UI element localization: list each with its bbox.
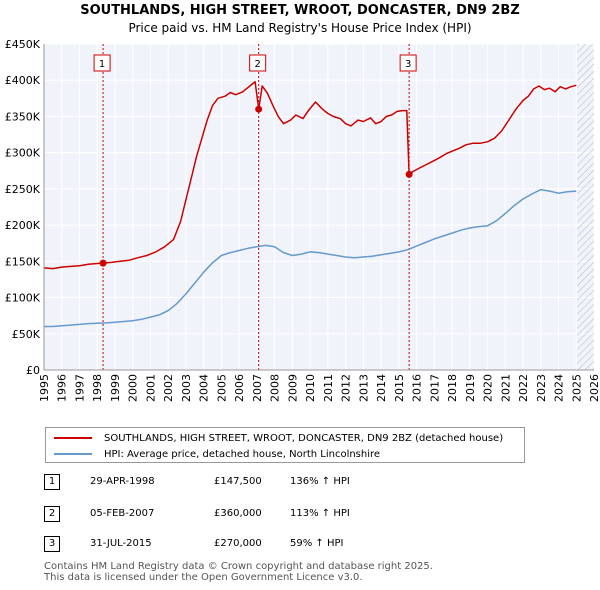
legend-label-property: SOUTHLANDS, HIGH STREET, WROOT, DONCASTE… xyxy=(104,432,504,444)
sale-point xyxy=(255,105,263,113)
sale-price: £147,500 xyxy=(214,476,262,487)
y-tick-label: £150K xyxy=(5,255,41,268)
sale-row: 2 05-FEB-2007 £360,000 113% ↑ HPI xyxy=(44,506,564,524)
legend-swatch-hpi xyxy=(54,453,92,455)
x-tick-label: 2018 xyxy=(446,374,459,402)
legend-label-hpi: HPI: Average price, detached house, Nort… xyxy=(104,448,381,460)
x-tick-label: 2000 xyxy=(127,374,140,402)
legend: SOUTHLANDS, HIGH STREET, WROOT, DONCASTE… xyxy=(45,427,525,463)
x-tick-label: 2026 xyxy=(588,374,600,402)
hpi-series-line xyxy=(44,188,577,328)
footer-copyright: Contains HM Land Registry data © Crown c… xyxy=(44,561,433,572)
sale-marker-box xyxy=(93,54,111,72)
x-tick-label: 2001 xyxy=(144,374,157,402)
x-tick-label: 2010 xyxy=(304,374,317,402)
x-tick-label: 1995 xyxy=(38,374,51,402)
sale-hpi-change: 136% ↑ HPI xyxy=(290,476,350,487)
legend-item-hpi: HPI: Average price, detached house, Nort… xyxy=(54,446,380,462)
sale-price: £360,000 xyxy=(214,508,262,519)
sale-date: 31-JUL-2015 xyxy=(90,538,152,549)
y-tick-label: £300K xyxy=(5,147,41,160)
x-tick-label: 2012 xyxy=(340,374,353,402)
sale-marker-label: 1 xyxy=(99,59,105,70)
price-chart: 1 2 3 1995 1996 1997 1998 1999 2000 2001 2002 2003… xyxy=(5,38,600,402)
x-tick-label: 2002 xyxy=(162,374,175,402)
sale-number-badge: 3 xyxy=(44,536,60,552)
x-tick-label: 2009 xyxy=(286,374,299,402)
x-tick-label: 2024 xyxy=(553,374,566,402)
x-tick-label: 2008 xyxy=(269,374,282,402)
x-tick-label: 2013 xyxy=(357,374,370,402)
y-tick-label: £400K xyxy=(5,74,41,87)
x-tick-label: 1998 xyxy=(91,374,104,402)
sale-point xyxy=(405,170,413,178)
sale-marker-box xyxy=(399,54,417,72)
y-tick-label: £100K xyxy=(5,292,41,305)
x-tick-label: 2017 xyxy=(428,374,441,402)
x-tick-label: 2021 xyxy=(499,374,512,402)
sale-price: £270,000 xyxy=(214,538,262,549)
x-tick-label: 2003 xyxy=(180,374,193,402)
sale-number-badge: 2 xyxy=(44,506,60,522)
sale-row: 3 31-JUL-2015 £270,000 59% ↑ HPI xyxy=(44,536,564,554)
sale-date: 29-APR-1998 xyxy=(90,476,155,487)
footer: Contains HM Land Registry data © Crown c… xyxy=(44,561,433,583)
x-tick-label: 2006 xyxy=(233,374,246,402)
footer-licence: This data is licensed under the Open Gov… xyxy=(44,572,363,583)
x-tick-label: 1999 xyxy=(109,374,122,402)
y-tick-label: £0 xyxy=(26,364,40,377)
plot-area xyxy=(44,44,594,370)
x-tick-label: 2007 xyxy=(251,374,264,402)
y-tick-label: £200K xyxy=(5,219,41,232)
y-tick-label: £350K xyxy=(5,110,41,123)
sale-marker-box xyxy=(249,54,267,72)
x-tick-label: 2025 xyxy=(570,374,583,402)
x-tick-label: 2014 xyxy=(375,374,388,402)
sale-marker-label: 3 xyxy=(405,59,411,70)
sale-point xyxy=(99,259,107,267)
sale-hpi-change: 59% ↑ HPI xyxy=(290,538,344,549)
x-tick-label: 1996 xyxy=(56,374,69,402)
sale-date: 05-FEB-2007 xyxy=(90,508,155,519)
x-tick-label: 2022 xyxy=(517,374,530,402)
x-tick-label: 2020 xyxy=(482,374,495,402)
sale-number-badge: 1 xyxy=(44,474,60,490)
x-tick-label: 2016 xyxy=(411,374,424,402)
x-tick-label: 2005 xyxy=(215,374,228,402)
x-tick-label: 2004 xyxy=(198,374,211,402)
sale-row: 1 29-APR-1998 £147,500 136% ↑ HPI xyxy=(44,474,564,492)
x-tick-label: 2011 xyxy=(322,374,335,402)
future-hatch-region xyxy=(577,44,594,370)
legend-item-property: SOUTHLANDS, HIGH STREET, WROOT, DONCASTE… xyxy=(54,430,503,446)
x-tick-label: 2015 xyxy=(393,374,406,402)
sale-hpi-change: 113% ↑ HPI xyxy=(290,508,350,519)
y-tick-label: £250K xyxy=(5,183,41,196)
x-tick-label: 2019 xyxy=(464,374,477,402)
y-tick-label: £50K xyxy=(12,328,41,341)
chart-subtitle: Price paid vs. HM Land Registry's House … xyxy=(128,21,472,35)
property-series-line xyxy=(43,80,577,270)
x-tick-label: 2023 xyxy=(535,374,548,402)
y-tick-label: £450K xyxy=(5,38,41,51)
x-tick-label: 1997 xyxy=(73,374,86,402)
chart-title: SOUTHLANDS, HIGH STREET, WROOT, DONCASTE… xyxy=(80,3,520,18)
legend-swatch-property xyxy=(54,437,92,439)
sale-marker-label: 2 xyxy=(254,59,260,70)
